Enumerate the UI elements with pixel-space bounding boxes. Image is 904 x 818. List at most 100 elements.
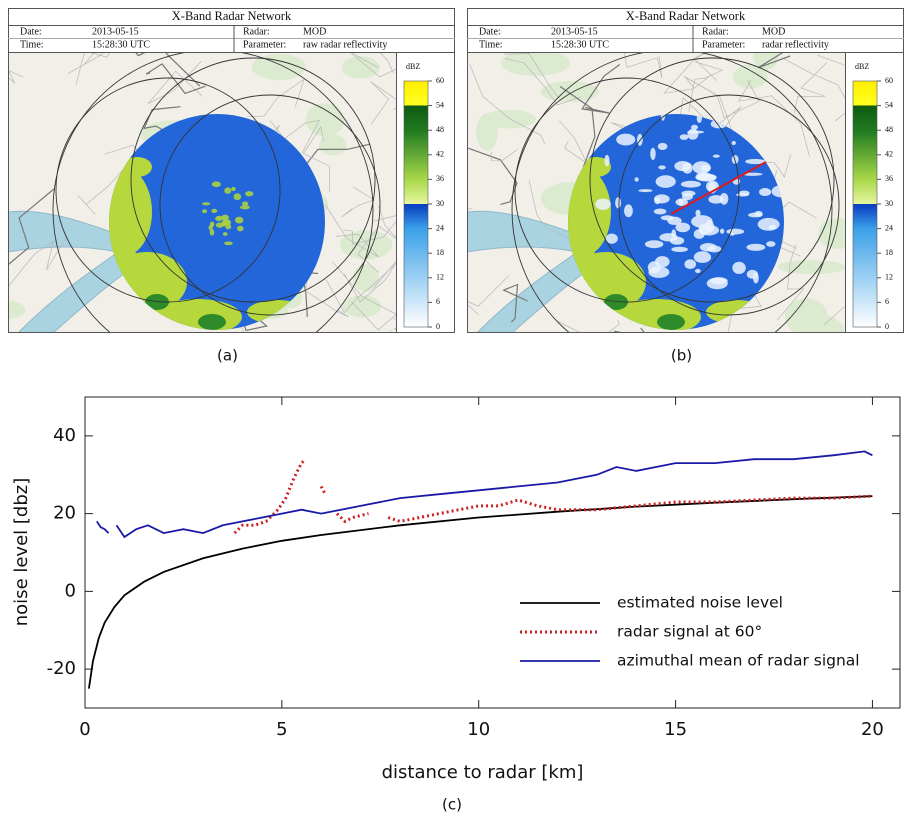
- map-road: [373, 205, 396, 239]
- map-road: [817, 54, 845, 66]
- colorbar-tick-label: 30: [885, 199, 893, 208]
- map-road: [623, 52, 663, 79]
- radar-speckle: [680, 180, 701, 188]
- colorbar-tick-label: 18: [436, 248, 444, 257]
- radar-echo-peak: [145, 294, 169, 310]
- line-chart: 0 5 10 15 20 -20 0 20 40 distance to radar [km] no…: [11, 396, 901, 814]
- x-tick-label: 15: [664, 719, 687, 740]
- map-field: [500, 52, 571, 76]
- map-road: [77, 154, 137, 215]
- colorbar-tick-label: 12: [436, 273, 444, 282]
- legend-label: azimuthal mean of radar signal: [617, 652, 860, 670]
- map-road: [503, 52, 560, 99]
- radar-speckle: [648, 266, 670, 278]
- radar-panel: X-Band Radar Network Date: 2013-05-15 Time:…: [467, 8, 904, 365]
- radar-range-ring: [514, 77, 740, 303]
- radar-range-ring: [589, 57, 835, 303]
- radar-speckle: [224, 187, 232, 194]
- map-road: [67, 52, 104, 75]
- radar-speckle: [766, 241, 776, 247]
- panel-title: X-Band Radar Network: [626, 9, 746, 23]
- header-field: Radar:: [243, 26, 270, 37]
- radar-speckle: [738, 190, 750, 196]
- chart-caption: (c): [442, 796, 462, 814]
- radar-speckle: [653, 194, 670, 204]
- map: [8, 52, 396, 333]
- radar-speckle: [211, 208, 218, 213]
- radar-speckle: [684, 259, 697, 270]
- map-road: [663, 52, 709, 94]
- radar-speckle: [694, 268, 701, 274]
- map-road: [823, 305, 845, 326]
- radar-speckle: [731, 140, 736, 146]
- map-road: [332, 261, 396, 331]
- map-road: [683, 75, 760, 119]
- map-field: [340, 230, 393, 260]
- map-road: [793, 62, 827, 114]
- map-road: [378, 52, 394, 74]
- radar-speckle: [654, 256, 670, 268]
- radar-speckle: [732, 261, 746, 275]
- radar-speckle: [616, 133, 636, 146]
- colorbar-tick-label: 60: [885, 76, 893, 85]
- map-road: [269, 119, 320, 154]
- colorbar-tick-label: 6: [885, 297, 889, 306]
- map-road: [343, 260, 396, 303]
- radar-speckle: [753, 272, 759, 284]
- radar-speckle: [595, 198, 611, 210]
- colorbar-tick-label: 24: [436, 223, 444, 232]
- header-field: Parameter:: [702, 39, 745, 50]
- colorbar-label: dBZ: [855, 62, 869, 71]
- radar-speckle: [768, 225, 777, 230]
- radar-range-ring: [130, 57, 376, 303]
- colorbar-label: dBZ: [406, 62, 420, 71]
- map-field: [305, 103, 345, 137]
- map-road: [75, 52, 111, 85]
- map-road: [325, 263, 396, 314]
- radar-echo-peak: [604, 294, 628, 310]
- map-road: [557, 319, 620, 333]
- radar-speckle: [693, 251, 712, 263]
- colorbar-tick-label: 48: [885, 125, 893, 134]
- map-road: [581, 64, 621, 114]
- radar-speckle: [699, 242, 717, 252]
- map: [467, 52, 845, 333]
- y-tick-label: -20: [47, 658, 76, 679]
- radar-speckle: [712, 154, 720, 158]
- map-road: [776, 244, 805, 321]
- map-road: [145, 63, 206, 95]
- legend-label: estimated noise level: [617, 594, 783, 612]
- radar-speckle: [222, 232, 228, 236]
- radar-echo-high: [581, 157, 611, 177]
- radar-speckle: [224, 241, 233, 246]
- x-tick-label: 10: [467, 719, 490, 740]
- map-road: [349, 52, 396, 78]
- radar-speckle: [691, 124, 699, 130]
- radar-speckle: [245, 191, 254, 197]
- radar-speckle: [709, 277, 728, 285]
- radar-speckle: [615, 197, 622, 209]
- azimuth-line: [670, 161, 767, 215]
- radar-speckle: [678, 198, 684, 207]
- radar-speckle: [695, 173, 717, 181]
- radar-speckle: [215, 222, 224, 228]
- plot-frame: [84, 396, 901, 709]
- radar-speckle: [742, 172, 763, 176]
- map-road: [342, 221, 396, 245]
- radar-speckle: [745, 158, 766, 165]
- radar-speckle: [748, 212, 763, 218]
- radar-range-ring: [159, 94, 381, 316]
- map-field: [733, 64, 768, 89]
- radar-speckle: [757, 217, 780, 231]
- map-road: [341, 186, 375, 218]
- colorbar-tick-label: 0: [885, 322, 889, 331]
- radar-speckle: [201, 209, 208, 214]
- map-road: [490, 149, 518, 162]
- header-field: Date:: [479, 26, 501, 37]
- radar-speckle: [671, 246, 688, 252]
- radar-speckle: [215, 215, 223, 222]
- radar-speckle: [209, 229, 215, 236]
- radar-speckle: [679, 134, 689, 140]
- header-field: Parameter:: [243, 39, 286, 50]
- radar-speckle: [208, 225, 213, 231]
